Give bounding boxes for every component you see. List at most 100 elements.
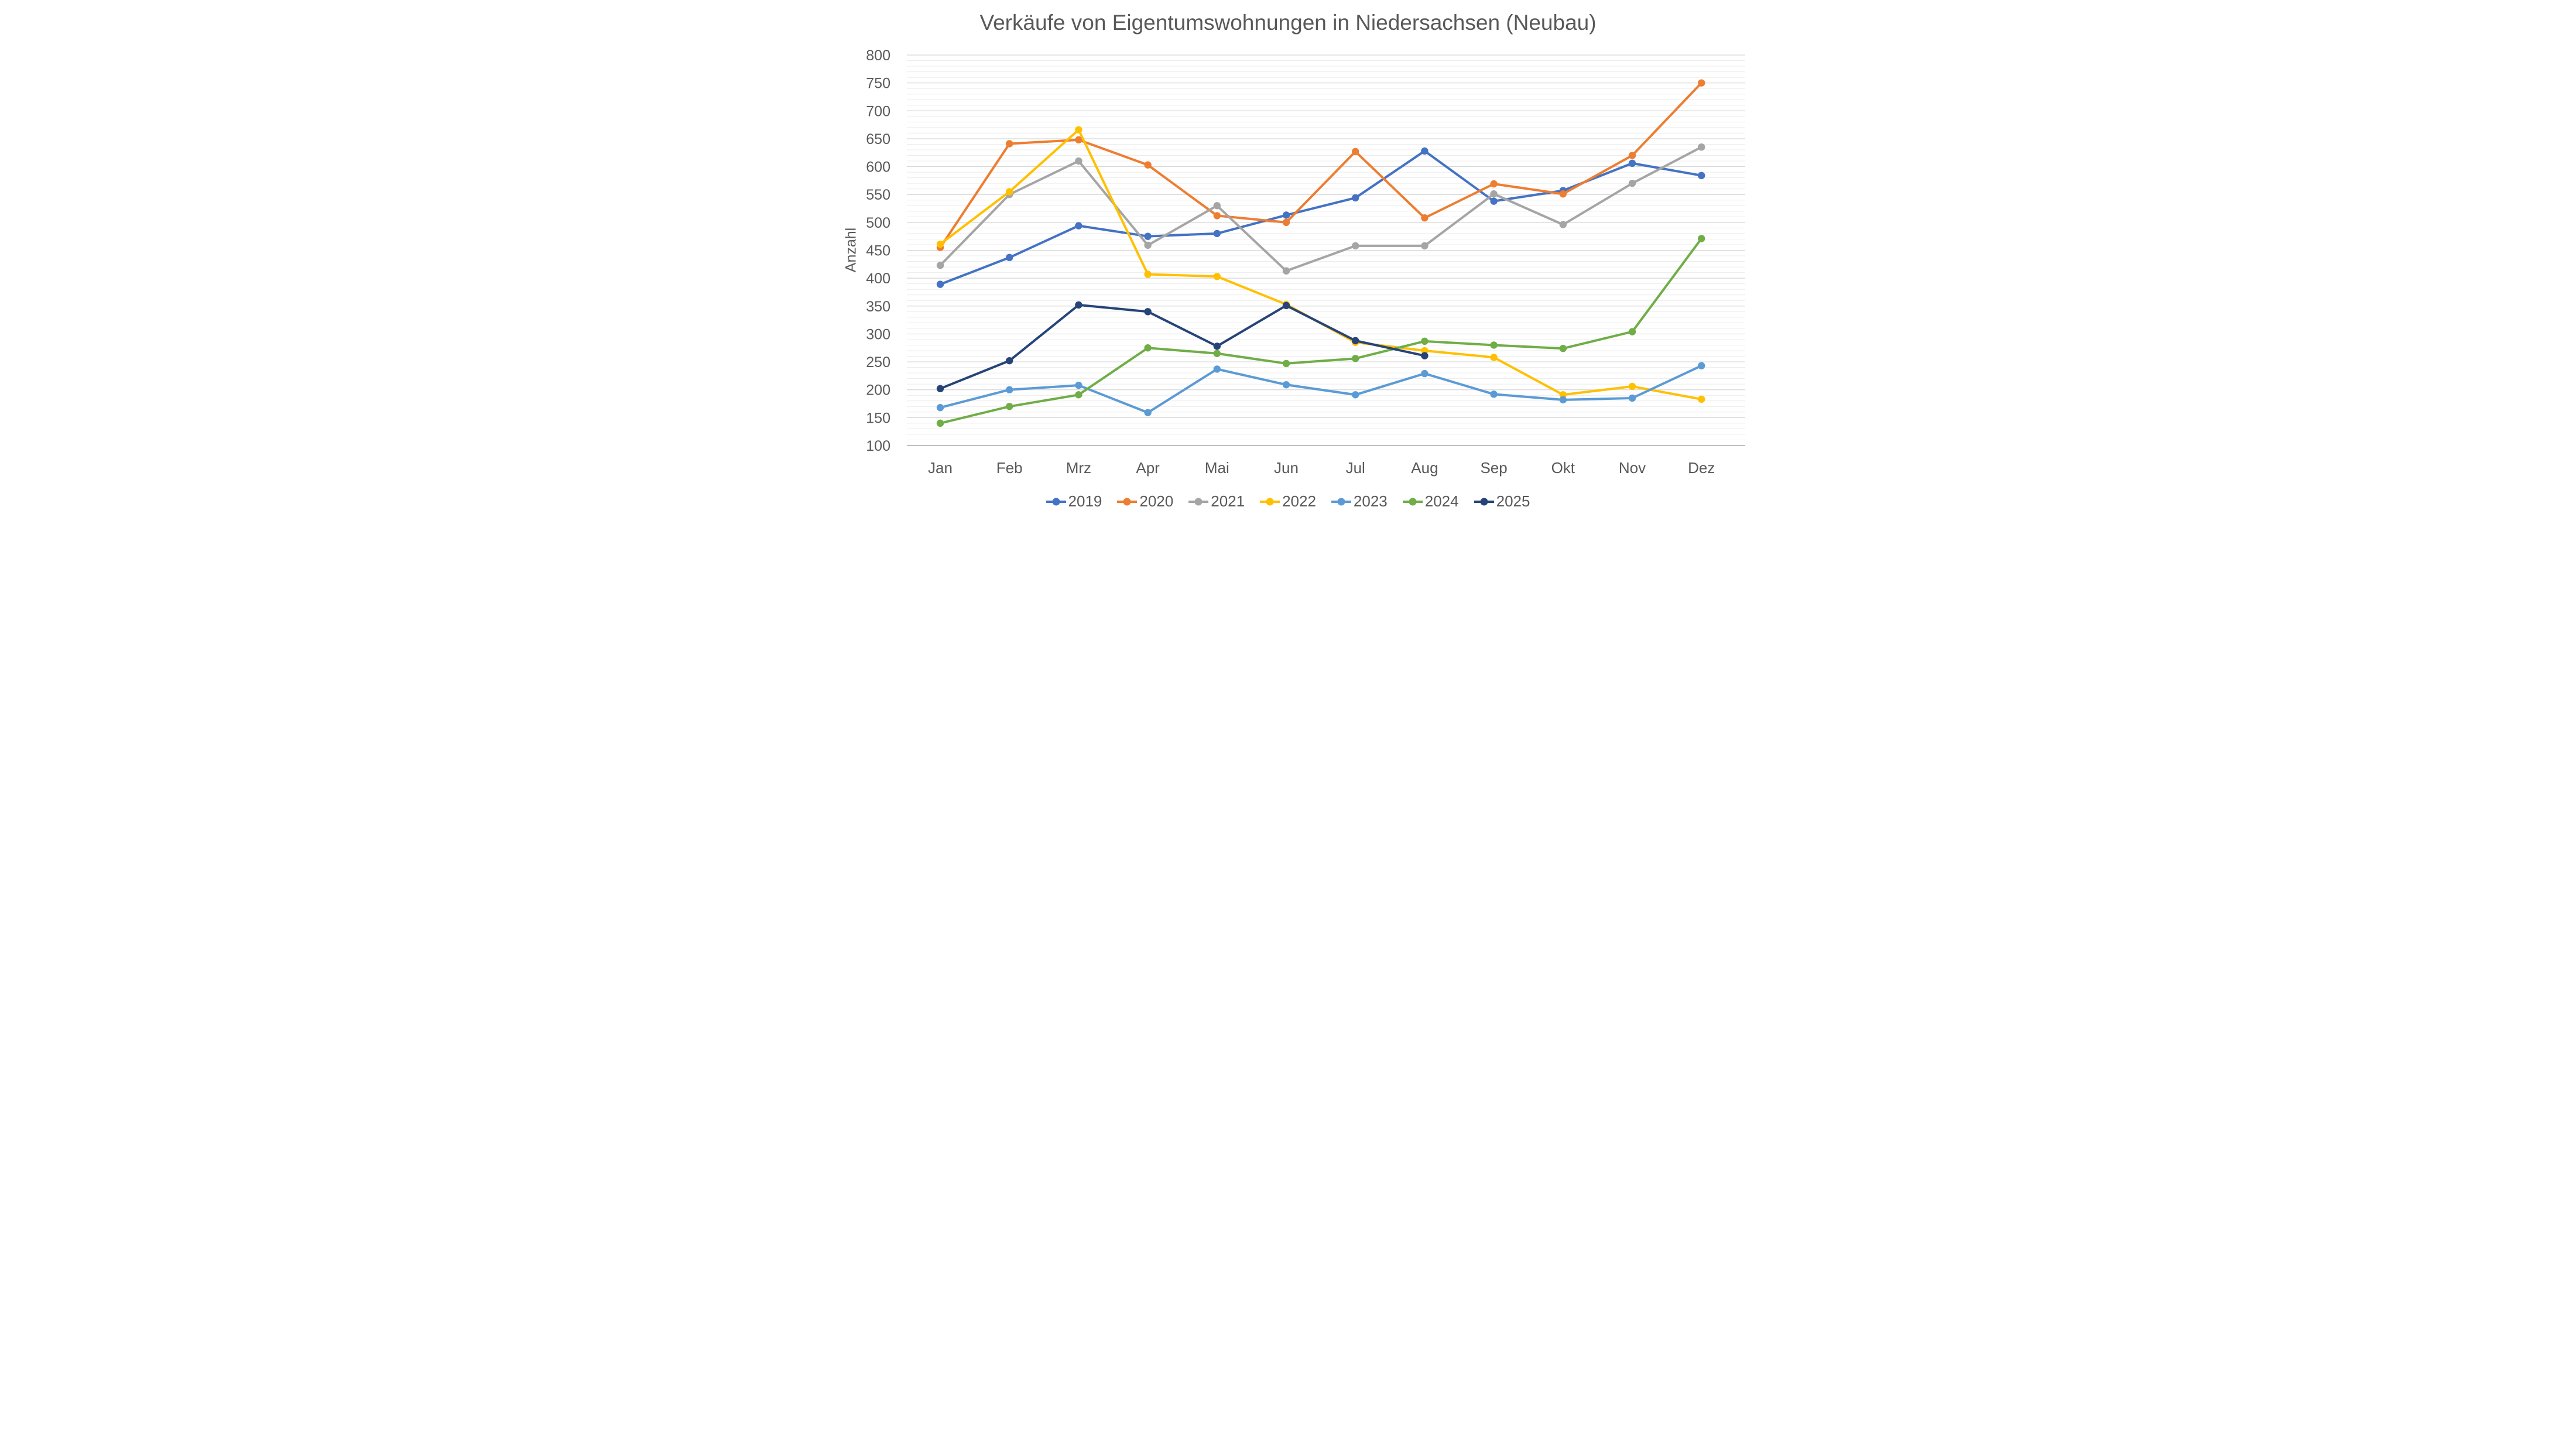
- data-point-2025: [1421, 352, 1429, 359]
- data-point-2025: [1282, 302, 1290, 310]
- data-point-2020: [1075, 136, 1083, 144]
- data-point-2021: [936, 262, 944, 269]
- data-point-2019: [1006, 254, 1013, 262]
- legend-item-2020: 2020: [1117, 492, 1173, 511]
- y-tick-label: 500: [866, 215, 890, 231]
- data-point-2023: [1421, 369, 1429, 378]
- data-point-2020: [1213, 212, 1221, 220]
- data-point-2025: [936, 385, 944, 393]
- y-tick-label: 450: [866, 243, 890, 259]
- legend-marker-icon: [1474, 498, 1494, 505]
- y-tick-label: 150: [866, 410, 890, 426]
- data-point-2023: [1698, 362, 1705, 369]
- data-point-2020: [1490, 180, 1498, 188]
- data-point-2025: [1352, 337, 1359, 345]
- data-point-2020: [1559, 190, 1567, 198]
- legend-item-2023: 2023: [1331, 492, 1388, 511]
- legend-label: 2020: [1139, 492, 1174, 510]
- chart: Verkäufe von Eigentumswohnungen in Niede…: [829, 0, 1747, 516]
- data-point-2025: [1213, 342, 1221, 350]
- legend-label: 2019: [1068, 492, 1102, 510]
- data-point-2021: [1628, 179, 1636, 187]
- series-line-2023: [939, 364, 1703, 414]
- y-tick-label: 100: [866, 438, 890, 454]
- y-tick-label: 550: [866, 187, 890, 203]
- legend-label: 2021: [1211, 492, 1245, 510]
- data-point-2023: [1628, 394, 1636, 402]
- x-tick-label: Mai: [1205, 459, 1229, 477]
- data-point-2024: [1490, 341, 1498, 349]
- data-point-2020: [1628, 152, 1636, 159]
- data-point-2024: [936, 419, 944, 427]
- legend-label: 2024: [1424, 492, 1459, 510]
- series-line-2020: [939, 81, 1703, 249]
- series-line-2022: [939, 128, 1703, 400]
- data-point-2023: [1490, 390, 1498, 398]
- legend-marker-icon: [1188, 498, 1209, 505]
- data-point-2019: [1144, 232, 1152, 240]
- legend-marker-icon: [1402, 498, 1423, 505]
- data-point-2024: [1075, 391, 1083, 399]
- y-tick-label: 650: [866, 131, 890, 148]
- data-point-2024: [1352, 355, 1359, 362]
- legend-marker-icon: [1331, 498, 1351, 505]
- series-line-2021: [939, 146, 1703, 272]
- x-tick-label: Nov: [1619, 459, 1646, 477]
- data-point-2021: [1075, 157, 1083, 165]
- data-point-2020: [1282, 218, 1290, 227]
- data-point-2020: [1006, 140, 1013, 148]
- data-point-2020: [1144, 161, 1152, 169]
- series-line-2025: [939, 303, 1426, 390]
- plot-area: 100 150 200 250 300 350 400 450 500 550 600 650 700 7…: [866, 47, 1745, 477]
- x-tick-label: Jan: [928, 459, 953, 477]
- data-point-2023: [1144, 409, 1152, 416]
- data-point-2025: [1006, 357, 1013, 365]
- y-tick-label: 250: [866, 354, 890, 371]
- legend-item-2022: 2022: [1260, 492, 1316, 511]
- data-point-2019: [1213, 229, 1221, 238]
- data-point-2024: [1698, 235, 1705, 242]
- y-tick-label: 300: [866, 326, 890, 342]
- data-point-2024: [1282, 359, 1290, 368]
- data-point-2019: [1490, 197, 1498, 205]
- x-tick-label: Dez: [1688, 459, 1715, 477]
- data-point-2023: [1352, 391, 1359, 399]
- data-point-2022: [1213, 273, 1221, 280]
- x-tick-label: Feb: [996, 459, 1023, 477]
- data-point-2024: [1421, 337, 1429, 345]
- legend-marker-icon: [1117, 498, 1138, 505]
- legend-item-2019: 2019: [1046, 492, 1102, 511]
- data-point-2025: [1075, 301, 1083, 309]
- data-point-2019: [1421, 147, 1429, 155]
- data-point-2024: [1006, 403, 1013, 410]
- x-tick-label: Aug: [1411, 459, 1438, 477]
- data-point-2023: [1213, 365, 1221, 373]
- x-tick-label: Apr: [1136, 459, 1160, 477]
- data-point-2022: [936, 240, 944, 248]
- x-tick-label: Mrz: [1066, 459, 1091, 477]
- data-point-2021: [1698, 143, 1705, 151]
- data-point-2023: [936, 404, 944, 412]
- data-point-2020: [1698, 79, 1705, 87]
- data-point-2022: [1006, 188, 1013, 196]
- data-point-2021: [1421, 242, 1429, 250]
- data-point-2019: [936, 280, 944, 288]
- legend-item-2024: 2024: [1402, 492, 1459, 511]
- y-tick-label: 600: [866, 159, 890, 176]
- series-line-2019: [939, 149, 1703, 286]
- series-line-2024: [939, 237, 1703, 424]
- data-point-2023: [1282, 381, 1290, 389]
- data-point-2019: [1698, 172, 1705, 180]
- y-tick-label: 700: [866, 103, 890, 119]
- data-point-2024: [1144, 344, 1152, 352]
- data-point-2019: [1282, 211, 1290, 219]
- y-tick-label: 750: [866, 76, 890, 92]
- data-point-2022: [1698, 395, 1705, 403]
- data-point-2025: [1144, 308, 1152, 316]
- data-point-2021: [1352, 242, 1359, 250]
- data-point-2024: [1559, 345, 1567, 352]
- legend-label: 2025: [1496, 492, 1530, 510]
- chart-title: Verkäufe von Eigentumswohnungen in Niede…: [979, 11, 1597, 35]
- x-tick-label: Jul: [1346, 459, 1365, 477]
- x-tick-label: Okt: [1551, 459, 1575, 477]
